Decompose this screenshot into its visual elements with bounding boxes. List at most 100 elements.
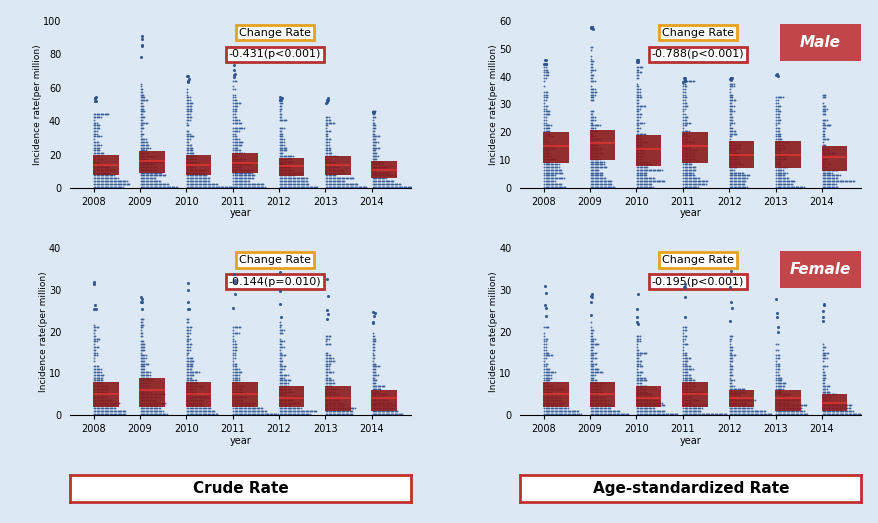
Point (92, 163, 106, 172)
Point (816, 368, 830, 376)
Point (89, 304, 103, 313)
Point (780, 401, 794, 410)
Point (277, 393, 291, 401)
Point (723, 155, 738, 163)
Point (337, 174, 351, 183)
Point (633, 399, 647, 407)
Point (291, 177, 305, 185)
Point (191, 171, 205, 179)
Point (787, 404, 801, 413)
Point (724, 376, 738, 384)
Point (547, 166, 561, 174)
Point (94, 376, 108, 384)
Point (707, 410, 721, 418)
Point (228, 113, 242, 121)
Point (104, 174, 118, 183)
Point (538, 63, 552, 71)
Point (589, 149, 603, 157)
Point (542, 163, 556, 172)
Point (588, 88, 602, 96)
Point (274, 362, 288, 371)
Point (319, 348, 333, 357)
Point (274, 130, 288, 138)
Point (650, 407, 664, 415)
Point (630, 121, 644, 130)
Point (87, 168, 101, 177)
Point (682, 177, 696, 185)
Point (207, 183, 221, 191)
Point (538, 149, 552, 157)
Point (111, 399, 125, 407)
Point (231, 146, 245, 155)
Point (89, 155, 103, 163)
Point (583, 166, 597, 174)
Point (586, 410, 600, 418)
Point (633, 407, 647, 415)
Point (321, 183, 335, 191)
Point (183, 135, 197, 143)
Point (89, 124, 103, 132)
Point (722, 146, 736, 155)
Point (816, 157, 830, 166)
Point (586, 396, 600, 404)
Point (147, 166, 161, 174)
Point (583, 168, 597, 177)
Point (92, 379, 106, 388)
Point (320, 354, 335, 362)
Point (779, 163, 793, 172)
Point (319, 116, 333, 124)
Point (133, 85, 148, 93)
Point (722, 110, 736, 118)
Point (583, 24, 597, 32)
Point (272, 388, 286, 396)
Point (597, 174, 611, 183)
Point (241, 177, 255, 185)
Point (366, 390, 380, 399)
Point (630, 99, 644, 107)
Point (782, 396, 796, 404)
Point (536, 332, 551, 340)
Point (320, 388, 335, 396)
Point (238, 401, 252, 410)
Point (771, 143, 785, 152)
Point (274, 357, 288, 365)
Point (133, 396, 148, 404)
Point (780, 407, 794, 415)
Point (371, 163, 385, 172)
Point (650, 401, 664, 410)
Point (134, 292, 148, 301)
Point (630, 138, 644, 146)
Point (282, 393, 296, 401)
Point (784, 396, 798, 404)
Point (227, 101, 241, 110)
Point (635, 384, 649, 393)
Point (185, 371, 199, 379)
Point (277, 404, 291, 413)
Point (666, 410, 680, 418)
Point (816, 390, 830, 399)
Point (227, 105, 241, 113)
Point (682, 410, 696, 418)
Point (332, 179, 346, 188)
Point (640, 160, 654, 168)
Point (332, 399, 346, 407)
Point (87, 401, 101, 410)
Point (104, 177, 118, 185)
Point (199, 171, 213, 179)
Point (586, 379, 600, 388)
Point (228, 160, 242, 168)
Point (366, 135, 380, 143)
Point (589, 155, 603, 163)
Point (255, 407, 269, 415)
Point (677, 379, 691, 388)
Point (191, 404, 205, 413)
Point (768, 113, 782, 121)
Point (652, 410, 666, 418)
Point (142, 373, 156, 382)
Point (643, 177, 657, 185)
Point (630, 68, 644, 76)
Point (180, 85, 194, 93)
Point (655, 177, 669, 185)
Point (795, 410, 809, 418)
Point (136, 138, 150, 146)
